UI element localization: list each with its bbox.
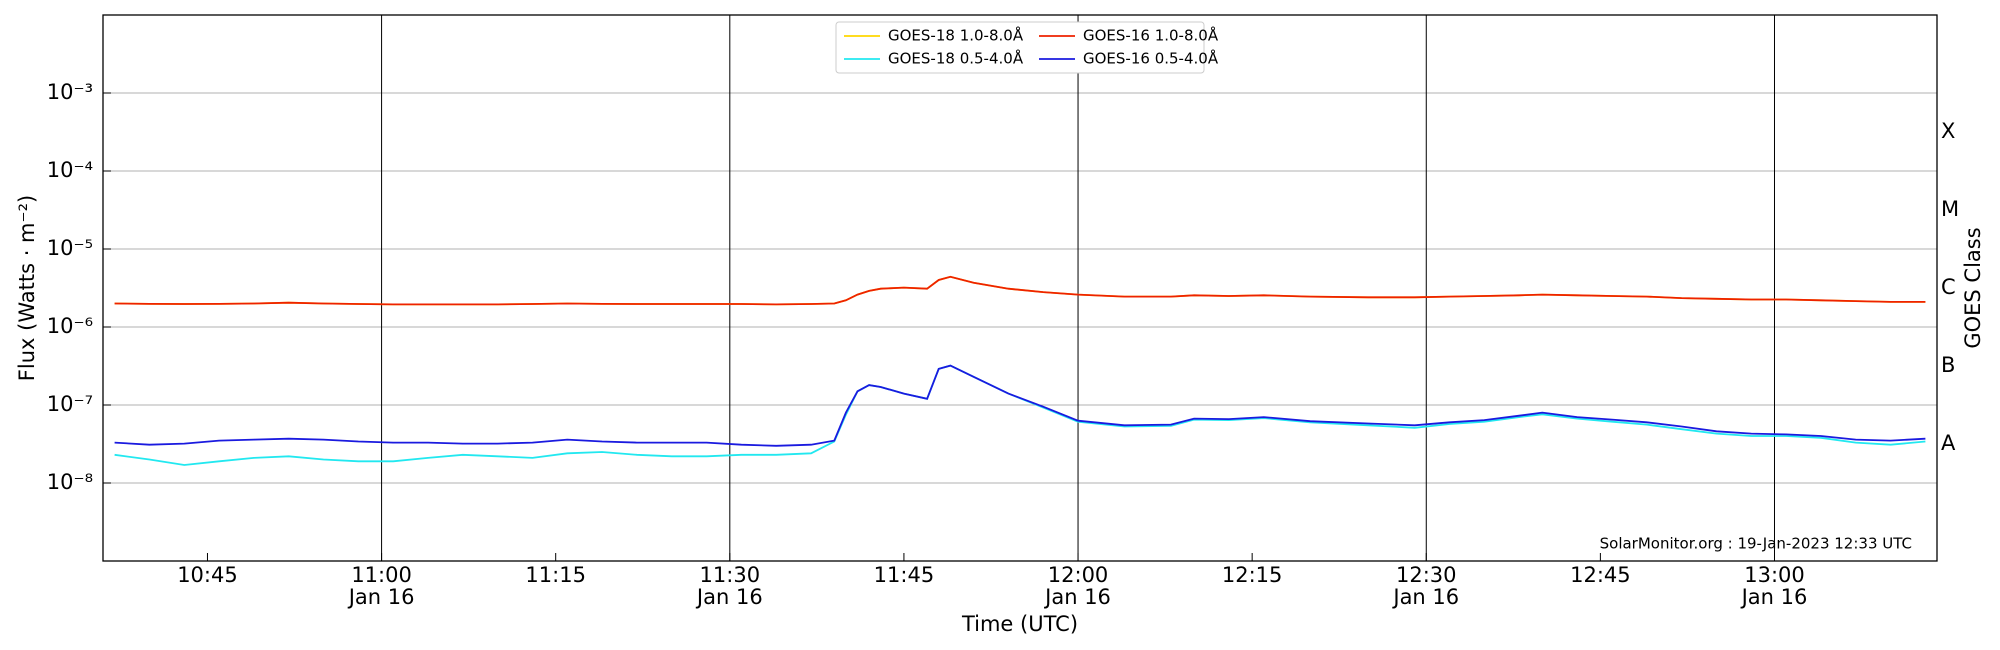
y2-tick-label: C bbox=[1941, 275, 1956, 299]
series-line bbox=[114, 275, 1926, 306]
series-line bbox=[114, 364, 1926, 447]
x-axis-label: Time (UTC) bbox=[961, 612, 1078, 636]
x-tick-date: Jan 16 bbox=[1391, 585, 1459, 609]
annotation: SolarMonitor.org : 19-Jan-2023 12:33 UTC bbox=[1600, 535, 1912, 553]
plot-frame bbox=[102, 14, 1938, 562]
x-tick-label: 12:15 bbox=[1222, 563, 1283, 587]
y2-tick-label: M bbox=[1941, 197, 1959, 221]
x-tick-label: 10:45 bbox=[177, 563, 238, 587]
legend-label: GOES-16 0.5-4.0Å bbox=[1083, 49, 1219, 68]
x-tick-date: Jan 16 bbox=[347, 585, 415, 609]
x-tick-label: 11:45 bbox=[874, 563, 935, 587]
x-tick-label: 13:00 bbox=[1744, 563, 1805, 587]
x-tick-date: Jan 16 bbox=[695, 585, 763, 609]
legend-label: GOES-18 1.0-8.0Å bbox=[888, 26, 1024, 45]
x-tick-date: Jan 16 bbox=[1043, 585, 1111, 609]
x-tick-label: 12:30 bbox=[1396, 563, 1457, 587]
y2-tick-label: A bbox=[1941, 431, 1956, 455]
x-tick-label: 12:45 bbox=[1570, 563, 1631, 587]
y-tick-label: 10⁻⁷ bbox=[47, 392, 93, 416]
x-tick-label: 11:30 bbox=[700, 563, 761, 587]
y-tick-label: 10⁻⁴ bbox=[47, 158, 93, 182]
legend-box bbox=[835, 21, 1205, 74]
y2-axis-label: GOES Class bbox=[1961, 227, 1985, 348]
y-tick-label: 10⁻⁶ bbox=[47, 314, 93, 338]
y-axis-label: Flux (Watts · m⁻²) bbox=[15, 195, 39, 381]
x-tick-label: 12:00 bbox=[1048, 563, 1109, 587]
y2-tick-label: X bbox=[1941, 119, 1955, 143]
y2-tick-label: B bbox=[1941, 353, 1955, 377]
x-tick-date: Jan 16 bbox=[1740, 585, 1808, 609]
legend-label: GOES-16 1.0-8.0Å bbox=[1083, 26, 1219, 45]
legend-label: GOES-18 0.5-4.0Å bbox=[888, 49, 1024, 68]
y-tick-label: 10⁻³ bbox=[47, 80, 93, 104]
x-tick-label: 11:00 bbox=[351, 563, 412, 587]
y-tick-label: 10⁻⁸ bbox=[47, 470, 93, 494]
y-tick-label: 10⁻⁵ bbox=[47, 236, 93, 260]
x-tick-label: 11:15 bbox=[525, 563, 586, 587]
